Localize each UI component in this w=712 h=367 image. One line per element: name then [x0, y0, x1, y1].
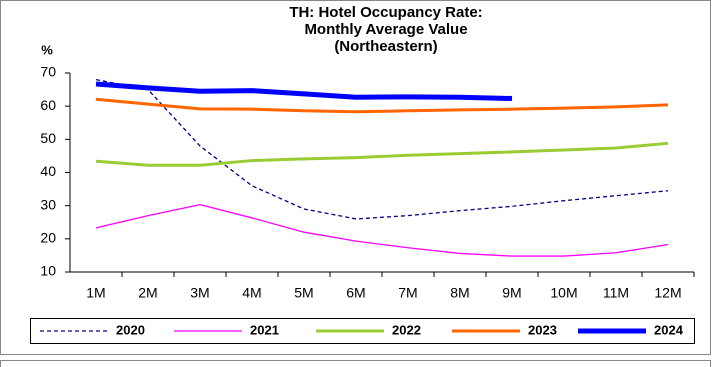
chart-title: (Northeastern)	[334, 38, 437, 55]
x-tick-label: 1M	[86, 285, 105, 301]
series-line	[95, 141, 669, 167]
x-tick-label: 9M	[502, 285, 521, 301]
x-tick-label: 4M	[242, 285, 261, 301]
x-tick-label: 6M	[346, 285, 365, 301]
x-tick-label: 3M	[190, 285, 209, 301]
lower-panel	[0, 360, 711, 367]
y-tick-label: 70	[40, 64, 56, 80]
legend-label: 2023	[528, 322, 557, 337]
x-tick-label: 10M	[550, 285, 577, 301]
y-tick-label: 20	[40, 230, 56, 246]
series-line	[95, 97, 669, 114]
series-line	[95, 204, 669, 257]
x-tick-label: 12M	[654, 285, 681, 301]
frame	[0, 0, 711, 355]
legend-label: 2022	[392, 322, 421, 337]
chart-title: Monthly Average Value	[304, 21, 467, 38]
x-tick-label: 8M	[450, 285, 469, 301]
chart-title: TH: Hotel Occupancy Rate:	[289, 4, 482, 21]
legend-label: 2020	[116, 322, 145, 337]
y-tick-label: 10	[40, 263, 56, 279]
x-tick-label: 11M	[603, 285, 629, 301]
y-tick-label: 60	[40, 97, 56, 113]
x-tick-label: 2M	[138, 285, 157, 301]
y-tick-label: 40	[40, 163, 56, 179]
y-axis-label: %	[41, 42, 53, 57]
y-tick-label: 50	[40, 130, 56, 146]
legend-label: 2024	[654, 322, 684, 337]
x-tick-label: 5M	[294, 285, 313, 301]
x-tick-label: 7M	[398, 285, 417, 301]
legend-label: 2021	[250, 322, 279, 337]
series-line	[95, 78, 669, 220]
y-tick-label: 30	[40, 196, 56, 212]
series-line	[95, 81, 513, 102]
